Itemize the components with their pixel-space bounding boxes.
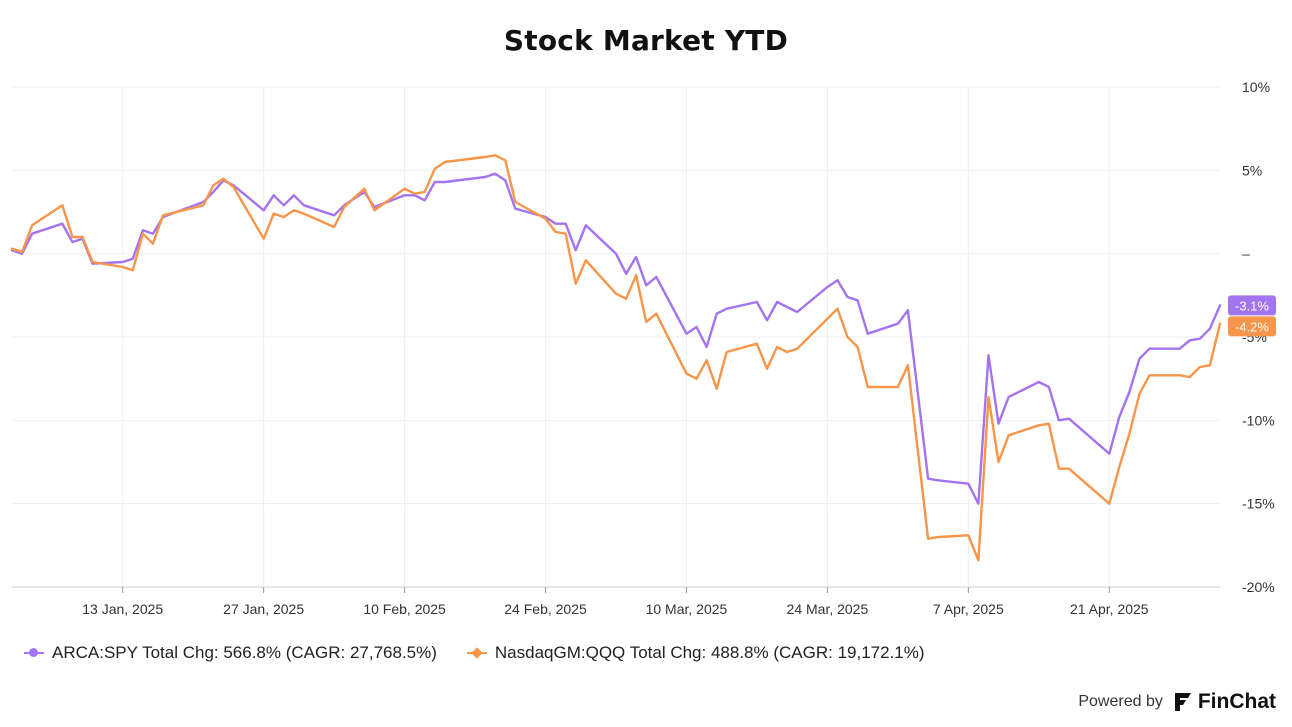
series-line-qqq[interactable]	[10, 154, 1222, 562]
series-line-spy[interactable]	[10, 172, 1222, 505]
series-lines	[10, 154, 1222, 562]
end-label-spy: -3.1%	[1228, 295, 1276, 316]
y-tick-label: -15%	[1242, 496, 1275, 512]
gridlines	[12, 86, 1220, 588]
x-tick-label: 7 Apr, 2025	[933, 601, 1004, 617]
end-label-qqq: -4.2%	[1228, 316, 1276, 337]
end-value-labels: -3.1% -4.2%	[1228, 295, 1276, 337]
y-tick-label: -20%	[1242, 579, 1275, 595]
powered-by-text: Powered by	[1078, 693, 1163, 710]
end-label-badge	[1228, 295, 1276, 316]
finchat-logo-icon	[1174, 693, 1191, 711]
brand-name: FinChat	[1197, 690, 1276, 713]
powered-by[interactable]: Powered by FinChat	[1078, 690, 1276, 714]
y-tick-label: 10%	[1242, 79, 1270, 95]
y-tick-label: –	[1242, 246, 1250, 262]
y-tick-label: -10%	[1242, 412, 1275, 428]
x-tick-label: 21 Apr, 2025	[1070, 601, 1149, 617]
y-tick-label: 5%	[1242, 162, 1262, 178]
x-tick-label: 24 Feb, 2025	[504, 601, 587, 617]
legend-item-spy[interactable]: ARCA:SPY Total Chg: 566.8% (CAGR: 27,768…	[24, 643, 437, 663]
legend-label-spy: ARCA:SPY Total Chg: 566.8% (CAGR: 27,768…	[52, 643, 437, 662]
x-tick-label: 27 Jan, 2025	[223, 601, 304, 617]
legend-circle-marker	[24, 647, 44, 659]
end-label-text: -3.1%	[1235, 298, 1269, 313]
axes: 10%5%–-5%-10%-15%-20%13 Jan, 2025 27 Jan,…	[82, 79, 1274, 617]
end-label-text: -4.2%	[1235, 319, 1269, 334]
legend: ARCA:SPY Total Chg: 566.8% (CAGR: 27,768…	[24, 643, 925, 663]
x-tick-label: 10 Mar, 2025	[646, 601, 728, 617]
brand: FinChat	[1171, 690, 1276, 714]
line-chart: 10%5%–-5%-10%-15%-20%13 Jan, 2025 27 Jan,…	[10, 79, 1276, 617]
legend-label-qqq: NasdaqGM:QQQ Total Chg: 488.8% (CAGR: 19…	[494, 643, 925, 662]
x-tick-label: 10 Feb, 2025	[363, 601, 446, 617]
end-label-badge	[1228, 316, 1276, 337]
legend-diamond-marker	[466, 647, 487, 659]
legend-item-qqq[interactable]: NasdaqGM:QQQ Total Chg: 488.8% (CAGR: 19…	[466, 643, 925, 663]
x-tick-label: 24 Mar, 2025	[787, 601, 869, 617]
chart-title: Stock Market YTD	[503, 24, 789, 57]
x-tick-label: 13 Jan, 2025	[82, 601, 163, 617]
